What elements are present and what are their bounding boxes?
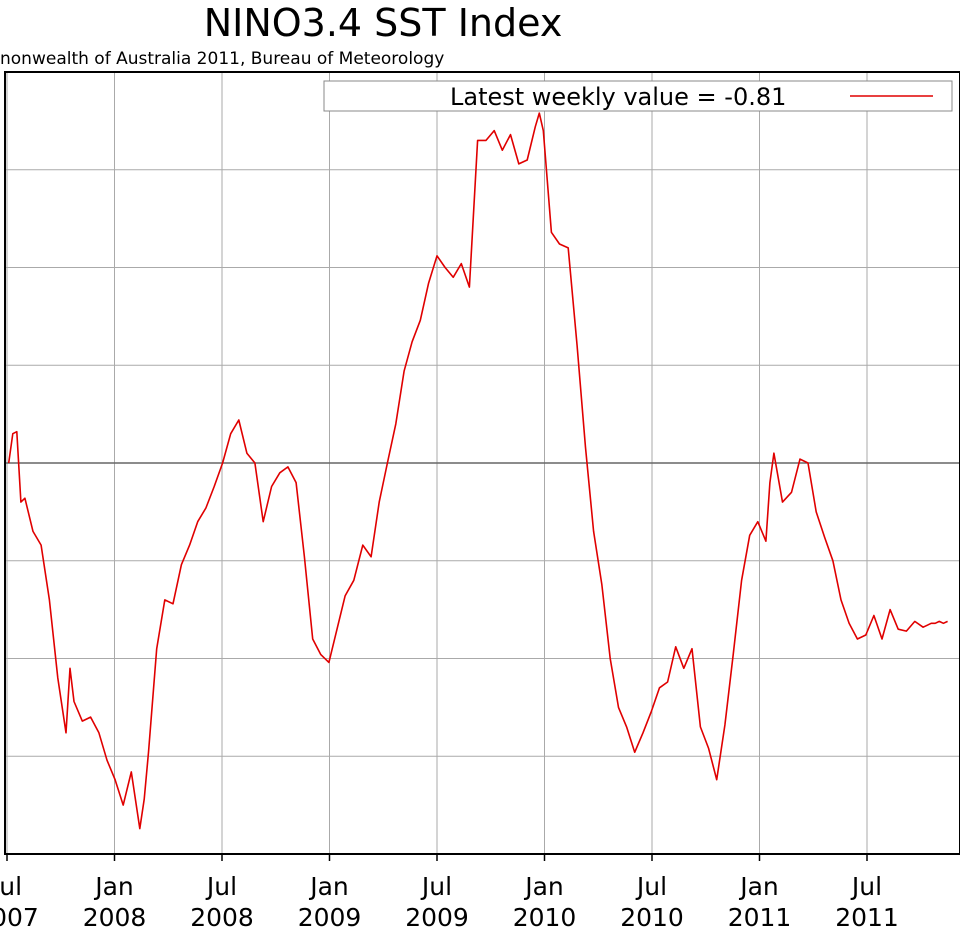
x-tick-label-year: 2007 [0,903,39,932]
legend-box [323,80,953,112]
x-tick-label-year: 2009 [298,903,362,932]
x-tick-label-year: 2011 [728,903,792,932]
legend: Latest weekly value = -0.81 [323,80,953,112]
x-tick-label-month: Jan [93,872,134,901]
plot-frame [4,71,960,855]
chart-subtitle: nonwealth of Australia 2011, Bureau of M… [0,49,444,69]
x-tick-label-year: 2008 [83,903,147,932]
x-tick-label-month: Jul [850,872,882,901]
x-tick-label-year: 2009 [405,903,469,932]
chart-title: NINO3.4 SST Index [204,1,563,45]
nino34-series-line [7,112,948,830]
x-tick-label-month: Jan [308,872,349,901]
x-tick-label-year: 2010 [513,903,577,932]
x-tick-label-month: Jul [0,872,22,901]
x-tick-label-year: 2011 [835,903,899,932]
x-tick-label-year: 2010 [620,903,684,932]
x-tick-label-month: Jul [205,872,237,901]
x-tick-label-month: Jan [738,872,779,901]
x-tick-label-month: Jul [635,872,667,901]
x-tick-label-month: Jan [523,872,564,901]
x-axis-ticks: Jul2007Jan2008Jul2008Jan2009Jul2009Jan20… [0,854,899,932]
x-tick-label-year: 2008 [190,903,254,932]
legend-text: Latest weekly value = -0.81 [450,83,786,111]
x-tick-label-month: Jul [420,872,452,901]
